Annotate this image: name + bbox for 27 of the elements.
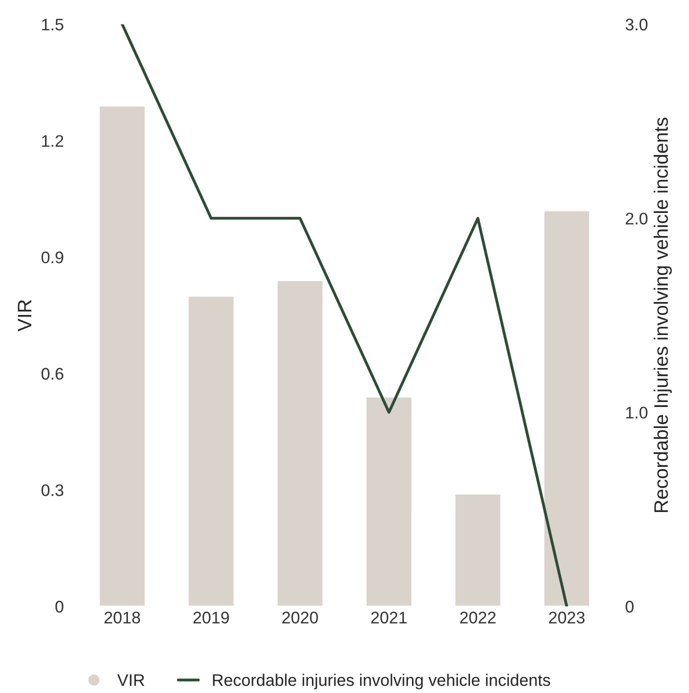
bar: [187, 295, 235, 606]
y-tick-label: 0.3: [42, 484, 64, 496]
y2-axis-title: Recordable Injuries involving vehicle incidents: [654, 118, 672, 512]
legend-label: VIR: [117, 674, 144, 686]
y-tick-label: 0: [55, 600, 64, 613]
y2-tick-label: 0: [626, 600, 634, 613]
bar: [98, 105, 146, 606]
y2-tick-label: 3.0: [626, 18, 648, 30]
line-series: [120, 24, 568, 606]
y-tick-label: 0.9: [42, 252, 64, 264]
bar: [542, 210, 591, 606]
x-tick-label: 2022: [460, 612, 496, 624]
y2-tick-label: 2.0: [626, 212, 648, 224]
y-tick-label: 1.5: [42, 18, 64, 30]
y2-tick-label: 1.0: [626, 406, 648, 419]
y-tick-label: 0.6: [42, 368, 64, 380]
bar: [276, 280, 324, 606]
x-tick-label: 2020: [282, 612, 318, 624]
bar: [454, 493, 502, 606]
x-tick-label: 2019: [193, 612, 229, 624]
bar: [365, 396, 413, 606]
y-axis-title: VIR: [18, 300, 32, 332]
legend-label: Recordable injuries involving vehicle incidents: [213, 674, 550, 690]
x-tick-label: 2018: [104, 612, 140, 624]
x-tick-label: 2023: [549, 612, 585, 624]
y-tick-label: 1.2: [42, 135, 64, 147]
x-tick-label: 2021: [371, 612, 407, 624]
